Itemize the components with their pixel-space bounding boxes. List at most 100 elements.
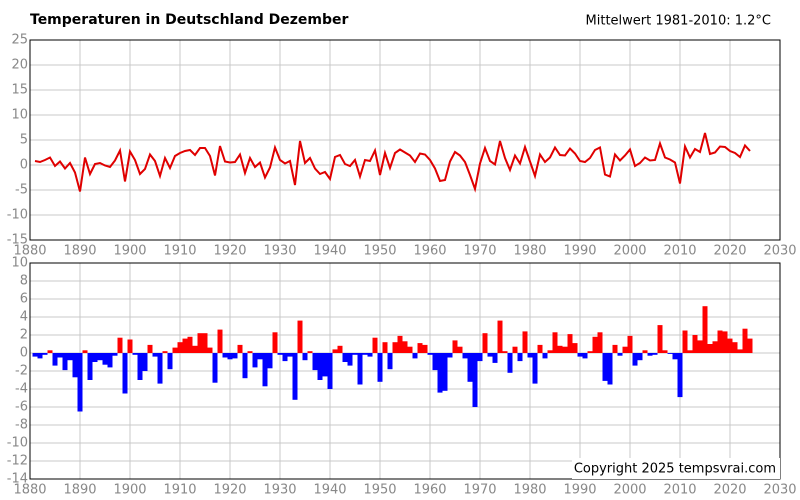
bar [42, 353, 48, 355]
y-tick-label: 25 [11, 33, 28, 48]
bar [602, 353, 608, 381]
bar [267, 353, 273, 369]
bar [612, 344, 618, 353]
bar [242, 353, 248, 379]
y-tick-label: 8 [20, 274, 28, 289]
bar [662, 350, 668, 353]
y-tick-label: 15 [11, 83, 28, 98]
bar [377, 353, 383, 382]
bar [227, 353, 233, 360]
bar [727, 338, 733, 353]
x-tick-label: 1910 [163, 483, 196, 498]
y-tick-label: -2 [15, 364, 28, 379]
x-tick-label: 1980 [513, 244, 546, 259]
bar [352, 353, 358, 355]
bar [422, 344, 428, 353]
bar [702, 306, 708, 353]
x-tick-label: 1990 [563, 244, 596, 259]
bar [592, 336, 598, 353]
bar [122, 353, 128, 394]
bar [522, 331, 528, 353]
bar [47, 350, 53, 353]
bar [642, 350, 648, 353]
bar [172, 347, 178, 353]
bar [137, 353, 143, 380]
bar [577, 353, 583, 357]
bar [302, 353, 308, 361]
bar [337, 345, 343, 353]
bar [557, 345, 563, 353]
bar [152, 353, 158, 357]
bar [462, 353, 468, 359]
bar [282, 353, 288, 362]
bar [277, 353, 283, 355]
bar [562, 346, 568, 353]
bar [92, 353, 98, 362]
bar [407, 346, 413, 353]
bar [157, 353, 163, 384]
line [34, 132, 751, 193]
bar [582, 353, 588, 359]
y-tick-label: -8 [15, 418, 28, 433]
bar [107, 353, 113, 368]
bar [202, 333, 208, 353]
bar [392, 342, 398, 353]
bar [57, 353, 63, 358]
bar [547, 350, 553, 353]
bar [207, 347, 213, 353]
bar [127, 339, 133, 353]
bar [652, 353, 658, 355]
bar [717, 330, 723, 353]
bar [212, 353, 218, 383]
x-tick-label: 1960 [413, 483, 446, 498]
x-tick-label: 1970 [463, 244, 496, 259]
bar [247, 351, 253, 353]
bar [67, 353, 73, 361]
y-tick-label: 10 [11, 256, 28, 271]
y-tick-label: 20 [11, 58, 28, 73]
x-tick-label: 2000 [613, 244, 646, 259]
bar [507, 353, 513, 373]
bar [677, 353, 683, 398]
bar [252, 353, 258, 368]
bar [622, 346, 628, 353]
bar [692, 335, 698, 353]
bar [482, 333, 488, 353]
bar [527, 353, 533, 358]
x-tick-label: 1950 [363, 244, 396, 259]
y-tick-label: 6 [20, 292, 28, 307]
bar [272, 332, 278, 353]
x-tick-label: 1910 [163, 244, 196, 259]
x-tick-label: 2000 [613, 483, 646, 498]
bar [682, 330, 688, 353]
bar [217, 329, 223, 353]
bar [307, 351, 313, 353]
x-tick-label: 1940 [313, 483, 346, 498]
bar [532, 353, 538, 384]
bar [87, 353, 93, 380]
x-tick-label: 1900 [113, 483, 146, 498]
x-tick-label: 1920 [213, 483, 246, 498]
bar [417, 343, 423, 353]
bar [147, 344, 153, 353]
bar [447, 353, 453, 358]
bar [72, 353, 78, 378]
bar [542, 353, 548, 359]
bar [82, 350, 88, 353]
bar [317, 353, 323, 380]
bar [332, 349, 338, 353]
plot-frame [29, 262, 781, 480]
bar [287, 353, 293, 357]
bar [742, 328, 748, 353]
bar [342, 353, 348, 362]
bar [232, 353, 238, 359]
bar [732, 342, 738, 353]
y-tick-label: -14 [7, 472, 28, 487]
y-tick-label: 10 [11, 108, 28, 123]
y-tick-label: -6 [15, 400, 28, 415]
bar [297, 320, 303, 353]
bar [537, 344, 543, 353]
bar [222, 353, 228, 358]
bar [182, 338, 188, 353]
bar [362, 353, 368, 355]
